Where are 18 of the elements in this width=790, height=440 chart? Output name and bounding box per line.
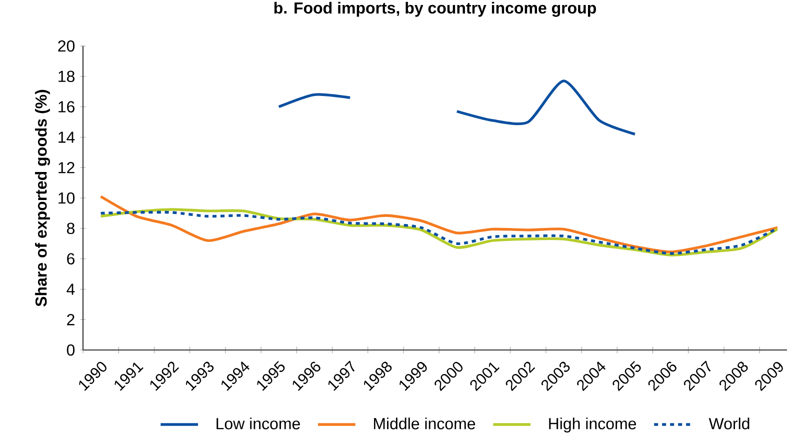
y-tick-label: 16 bbox=[58, 101, 74, 112]
y-tick-label: 6 bbox=[67, 253, 74, 264]
y-tick-label: 20 bbox=[58, 40, 75, 52]
y-tick-label: 14 bbox=[58, 132, 75, 143]
y-tick-label: 10 bbox=[58, 192, 75, 204]
legend-label: World bbox=[708, 418, 750, 430]
y-tick-label: 18 bbox=[58, 70, 74, 82]
y-tick-label: 2 bbox=[67, 314, 74, 326]
y-axis-title: Share of exported goods (%) bbox=[35, 90, 50, 306]
legend-label: Low income bbox=[216, 418, 300, 430]
y-tick-label: 8 bbox=[66, 222, 74, 234]
y-tick-label: 4 bbox=[66, 284, 75, 295]
chart-title: b. Food imports, by country income group bbox=[274, 2, 596, 17]
y-tick-label: 0 bbox=[66, 344, 75, 356]
legend-label: High income bbox=[549, 418, 636, 433]
y-tick-label: 12 bbox=[58, 162, 74, 174]
legend-label: Middle income bbox=[374, 418, 476, 430]
line-series bbox=[99, 195, 779, 254]
